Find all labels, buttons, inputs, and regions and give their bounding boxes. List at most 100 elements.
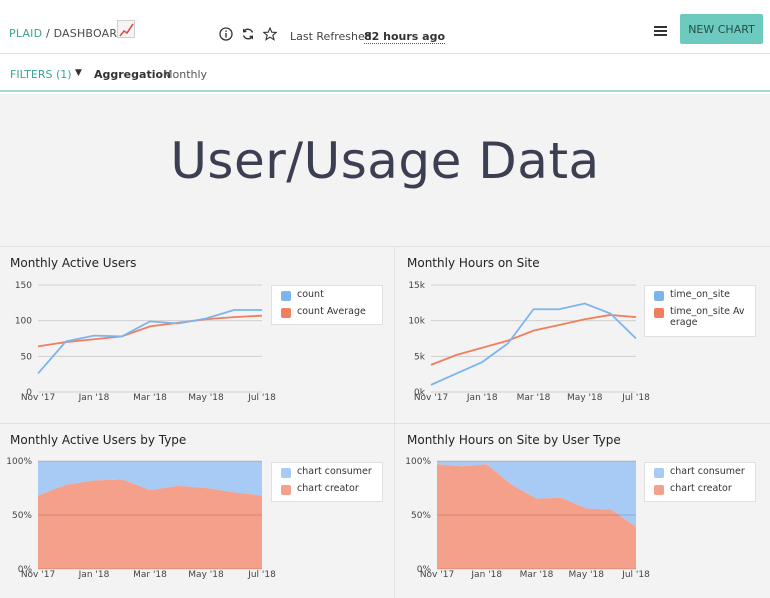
top-header: PLAID / DASHBOARD Last Refreshed 82 hour… bbox=[0, 0, 770, 54]
chart-canvas: 0 50 100 150 Nov '17 Jan '18 Mar '18 May '18 Jul… bbox=[15, 281, 276, 403]
legend-swatch bbox=[654, 468, 664, 478]
area-creator bbox=[437, 464, 636, 569]
legend-swatch bbox=[654, 485, 664, 495]
y-tick-label: 0k bbox=[414, 388, 426, 398]
legend-swatch bbox=[654, 291, 664, 301]
breadcrumb: PLAID / DASHBOARD bbox=[9, 27, 126, 40]
legend-swatch bbox=[281, 308, 291, 318]
legend-swatch bbox=[654, 308, 664, 318]
x-tick-label: May '18 bbox=[188, 393, 224, 403]
legend-item[interactable]: chart consumer bbox=[654, 465, 755, 480]
x-tick-label: Jul '18 bbox=[247, 570, 276, 580]
legend-label: time_on_site bbox=[670, 289, 730, 300]
y-tick-label: 5k bbox=[414, 352, 426, 362]
x-tick-label: Jul '18 bbox=[621, 393, 650, 403]
chart-title: Monthly Hours on Site by User Type bbox=[407, 433, 621, 447]
chart-panel-active-users-by-type: Monthly Active Users by Type 0% 50% 100% No… bbox=[0, 423, 394, 598]
dashboard-main: User/Usage Data Monthly Active Users 0 50… bbox=[0, 94, 770, 598]
chart-canvas: 0k 5k 10k 15k Nov '17 Jan '18 Mar '18 May '18 Ju… bbox=[408, 281, 650, 403]
y-tick-label: 0% bbox=[18, 565, 33, 575]
x-tick-label: Jan '18 bbox=[78, 393, 110, 403]
legend-swatch bbox=[281, 485, 291, 495]
filters-toggle[interactable]: FILTERS (1) bbox=[10, 68, 72, 81]
legend-swatch bbox=[281, 468, 291, 478]
y-tick-label: 15k bbox=[408, 281, 425, 291]
series-line bbox=[430, 302, 637, 386]
chart-legend: time_on_site time_on_site Average bbox=[644, 285, 756, 337]
x-tick-label: Jan '18 bbox=[470, 570, 502, 580]
chart-title: Monthly Active Users bbox=[10, 256, 137, 270]
x-tick-label: Mar '18 bbox=[520, 570, 554, 580]
legend-item[interactable]: chart creator bbox=[654, 482, 755, 497]
chart-legend: count count Average bbox=[271, 285, 383, 325]
legend-item[interactable]: time_on_site bbox=[654, 288, 755, 303]
caret-down-icon[interactable]: ▼ bbox=[75, 68, 82, 78]
legend-swatch bbox=[281, 291, 291, 301]
dashboard-title: User/Usage Data bbox=[170, 132, 600, 190]
series-line bbox=[37, 309, 262, 375]
x-tick-label: Nov '17 bbox=[420, 570, 454, 580]
filters-bar: FILTERS (1) ▼ Aggregation Monthly bbox=[0, 54, 770, 92]
x-tick-label: Jul '18 bbox=[247, 393, 276, 403]
legend-label: count Average bbox=[297, 306, 366, 317]
legend-label: chart consumer bbox=[297, 466, 372, 477]
dashboard-chart-icon bbox=[117, 20, 135, 38]
area-creator bbox=[38, 479, 262, 569]
chart-panel-monthly-hours: Monthly Hours on Site 0k 5k 10k 15k Nov '17 J… bbox=[394, 246, 770, 423]
chart-panel-monthly-active-users: Monthly Active Users 0 50 100 150 Nov '17 Jan… bbox=[0, 246, 394, 423]
y-tick-label: 100% bbox=[6, 457, 32, 467]
y-tick-label: 100 bbox=[15, 317, 32, 327]
legend-label: time_on_site Average bbox=[670, 306, 745, 328]
x-tick-label: May '18 bbox=[567, 393, 603, 403]
x-tick-label: May '18 bbox=[569, 570, 605, 580]
chart-canvas: 0% 50% 100% Nov '17 Jan '18 Mar '18 May '18 Jul… bbox=[405, 457, 650, 580]
legend-item[interactable]: count bbox=[281, 288, 382, 303]
info-icon[interactable] bbox=[219, 27, 233, 45]
breadcrumb-separator: / bbox=[45, 27, 50, 40]
legend-item[interactable]: count Average bbox=[281, 305, 382, 320]
x-tick-label: Mar '18 bbox=[517, 393, 551, 403]
area-consumer bbox=[38, 461, 262, 496]
y-tick-label: 50 bbox=[21, 352, 33, 362]
chart-title: Monthly Hours on Site bbox=[407, 256, 540, 270]
aggregation-label: Aggregation bbox=[94, 68, 171, 81]
chart-title: Monthly Active Users by Type bbox=[10, 433, 187, 447]
legend-item[interactable]: time_on_site Average bbox=[654, 305, 755, 331]
y-tick-label: 50% bbox=[12, 511, 32, 521]
legend-label: chart consumer bbox=[670, 466, 745, 477]
legend-item[interactable]: chart consumer bbox=[281, 465, 382, 480]
legend-label: chart creator bbox=[297, 483, 359, 494]
legend-label: count bbox=[297, 289, 324, 300]
legend-label: chart creator bbox=[670, 483, 732, 494]
series-line bbox=[430, 314, 637, 366]
aggregation-select[interactable]: Monthly bbox=[163, 68, 208, 81]
x-tick-label: Nov '17 bbox=[21, 570, 55, 580]
y-tick-label: 150 bbox=[15, 281, 32, 291]
menu-icon[interactable] bbox=[654, 26, 667, 37]
legend-item[interactable]: chart creator bbox=[281, 482, 382, 497]
y-tick-label: 0% bbox=[417, 565, 432, 575]
y-tick-label: 10k bbox=[408, 317, 425, 327]
x-tick-label: Nov '17 bbox=[414, 393, 448, 403]
breadcrumb-org-link[interactable]: PLAID bbox=[9, 27, 43, 40]
chart-legend: chart consumer chart creator bbox=[644, 462, 756, 502]
chart-canvas: 0% 50% 100% Nov '17 Jan '18 Mar '18 May '18 Jul… bbox=[6, 457, 276, 580]
x-tick-label: Jan '18 bbox=[466, 393, 498, 403]
x-tick-label: May '18 bbox=[188, 570, 224, 580]
y-tick-label: 50% bbox=[411, 511, 431, 521]
star-icon[interactable] bbox=[262, 26, 278, 45]
x-tick-label: Mar '18 bbox=[133, 393, 167, 403]
x-tick-label: Mar '18 bbox=[133, 570, 167, 580]
chart-legend: chart consumer chart creator bbox=[271, 462, 383, 502]
x-tick-label: Jan '18 bbox=[78, 570, 110, 580]
area-consumer bbox=[437, 461, 636, 527]
last-refreshed-value[interactable]: 82 hours ago bbox=[364, 30, 446, 44]
chart-panel-hours-by-user-type: Monthly Hours on Site by User Type 0% 50%… bbox=[394, 423, 770, 598]
x-tick-label: Nov '17 bbox=[21, 393, 55, 403]
refresh-icon[interactable] bbox=[241, 27, 255, 45]
breadcrumb-page: DASHBOARD bbox=[53, 27, 126, 40]
new-chart-button[interactable]: NEW CHART bbox=[680, 14, 763, 44]
last-refreshed-label: Last Refreshed bbox=[290, 30, 372, 43]
y-tick-label: 100% bbox=[405, 457, 431, 467]
series-line bbox=[37, 314, 263, 348]
